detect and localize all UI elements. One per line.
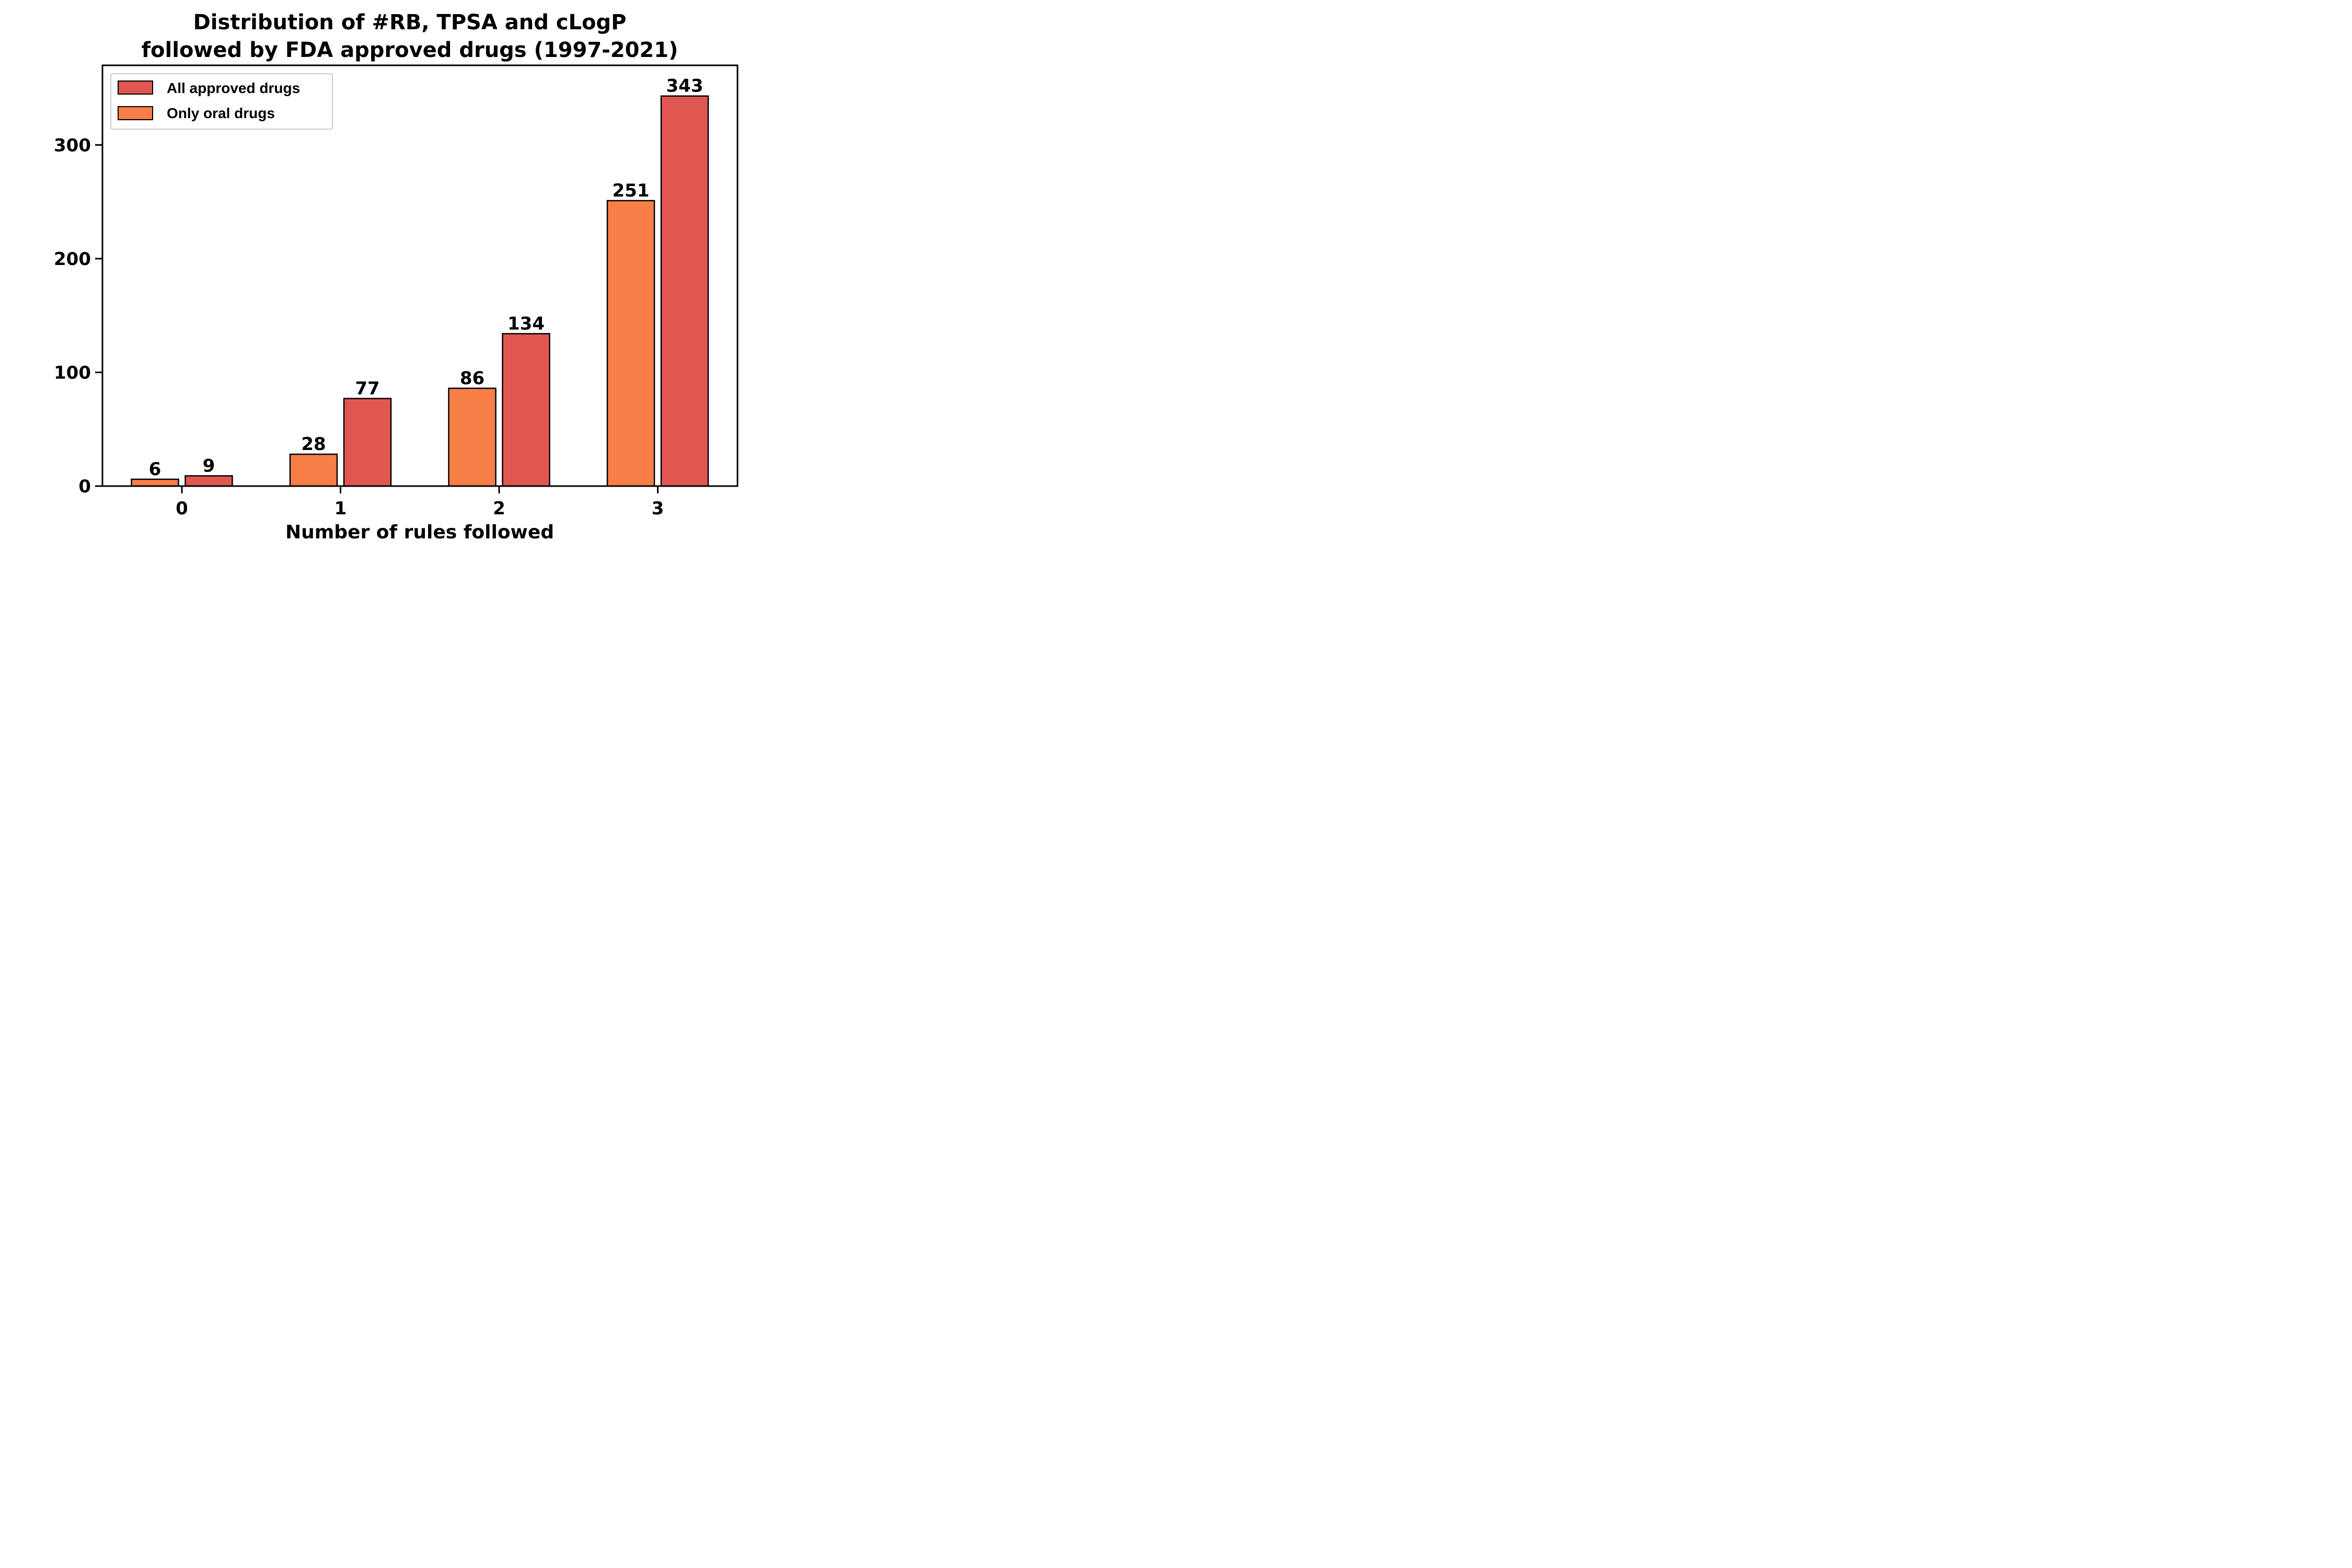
chart-title-line-2: followed by FDA approved drugs (1997-202… — [142, 38, 678, 62]
bar-only-oral-drugs-2 — [448, 387, 497, 487]
legend-label-only-oral: Only oral drugs — [167, 105, 275, 121]
legend-frame — [110, 73, 333, 130]
x-tick-label-2: 2 — [493, 498, 505, 519]
bar-only-oral-drugs-3 — [606, 200, 655, 487]
chart-title-line-1: Distribution of #RB, TPSA and cLogP — [193, 10, 627, 34]
x-axis: 0 1 2 3 — [176, 486, 664, 519]
y-tick-label-100: 100 — [54, 362, 91, 383]
bar-only-oral-drugs-0 — [131, 478, 179, 487]
data-label-only-oral-drugs-1: 28 — [301, 434, 326, 455]
bar-only-oral-drugs-1 — [289, 453, 338, 487]
data-label-only-oral-drugs-3: 251 — [613, 180, 650, 201]
x-axis-label: Number of rules followed — [285, 522, 554, 541]
bar-all-approved-drugs-3 — [660, 95, 709, 487]
x-tick-label-3: 3 — [652, 498, 664, 519]
data-label-all-approved-drugs-3: 343 — [666, 76, 704, 97]
data-label-all-approved-drugs-2: 134 — [508, 313, 545, 334]
bar-all-approved-drugs-1 — [343, 398, 392, 487]
plot-area-frame — [101, 64, 739, 487]
legend-swatch-all-approved — [118, 80, 153, 95]
chart-container: Distribution of #RB, TPSA and cLogP foll… — [0, 0, 811, 541]
y-tick-label-300: 300 — [54, 135, 91, 156]
legend-label-all-approved: All approved drugs — [167, 80, 300, 96]
legend: All approved drugs Only oral drugs — [110, 73, 333, 130]
data-label-only-oral-drugs-2: 86 — [460, 368, 485, 389]
y-tick-label-200: 200 — [54, 249, 91, 270]
data-label-only-oral-drugs-0: 6 — [149, 459, 162, 480]
y-axis: 0 100 200 300 — [54, 135, 102, 497]
bar-all-approved-drugs-0 — [185, 475, 233, 487]
legend-swatch-only-oral — [118, 106, 153, 120]
y-tick-label-0: 0 — [78, 476, 91, 497]
bars-layer — [131, 95, 709, 487]
data-label-all-approved-drugs-0: 9 — [203, 455, 215, 476]
x-tick-label-1: 1 — [335, 498, 347, 519]
data-labels-layer: 6 9 28 77 86 134 251 343 — [149, 76, 704, 480]
x-tick-label-0: 0 — [176, 498, 188, 519]
bar-chart: Distribution of #RB, TPSA and cLogP foll… — [54, 10, 739, 541]
data-label-all-approved-drugs-1: 77 — [355, 378, 379, 399]
bar-all-approved-drugs-2 — [502, 333, 550, 487]
